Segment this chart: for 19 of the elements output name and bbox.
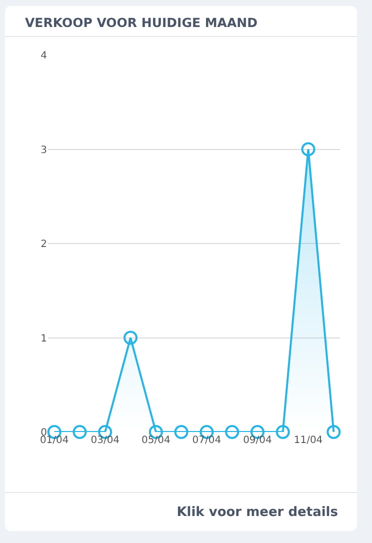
- point: [301, 142, 316, 156]
- y-tick-label: 2: [40, 239, 47, 250]
- chart-title: VERKOOP VOOR HUIDIGE MAAND: [25, 15, 258, 30]
- y-tick-label: 4: [40, 50, 47, 62]
- y-tick-label: 3: [40, 144, 47, 156]
- point: [124, 330, 138, 345]
- x-tick-label: 03/04: [90, 435, 120, 446]
- text: Klik voor meer details: [176, 505, 338, 520]
- point: [276, 425, 290, 439]
- point: [72, 425, 87, 439]
- x-tick-label: 05/04: [141, 435, 170, 446]
- point: [326, 425, 341, 439]
- x-tick-label: 11/04: [294, 435, 323, 446]
- x-tick-label: 07/04: [192, 435, 222, 446]
- x-tick-label: 01/04: [40, 435, 69, 446]
- point: [174, 425, 188, 439]
- point: [225, 425, 240, 439]
- x-tick-label: 09/04: [243, 435, 272, 446]
- y-tick-label: 1: [40, 333, 47, 344]
